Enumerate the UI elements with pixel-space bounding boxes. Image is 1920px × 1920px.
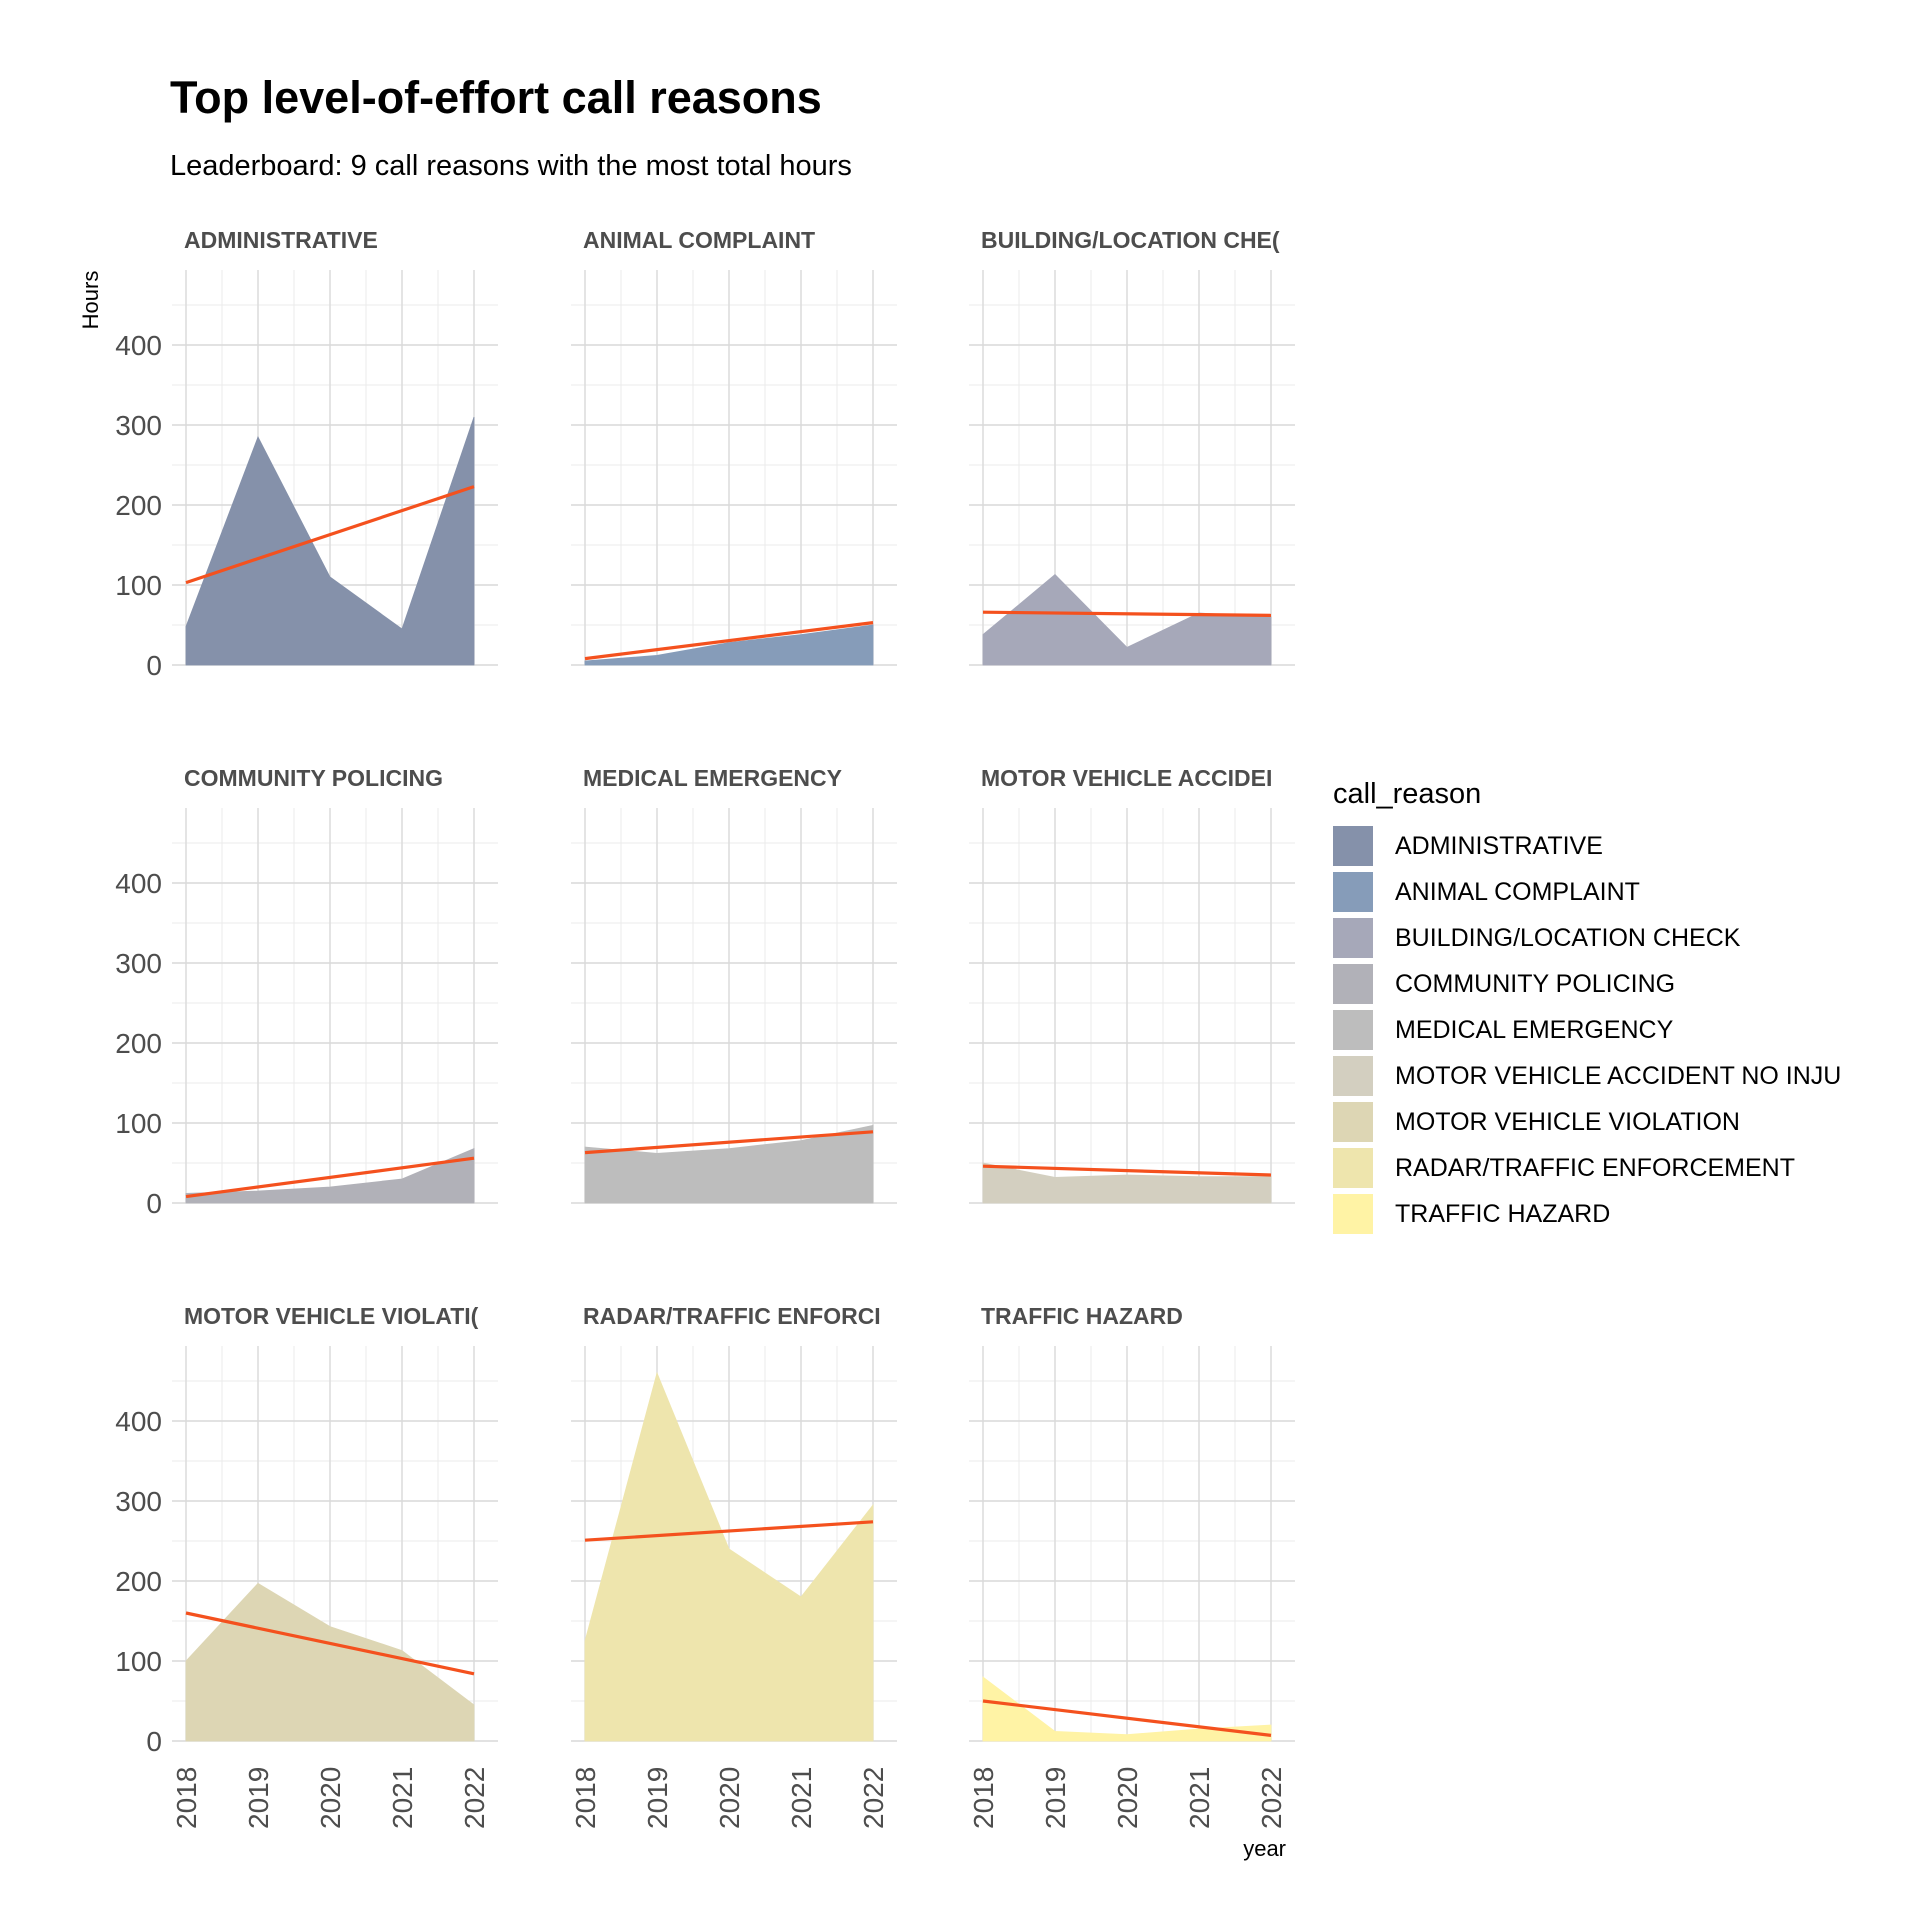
trend-line [584, 1520, 874, 1542]
legend-key-swatch [1333, 1148, 1373, 1188]
facet-strip-label: MEDICAL EMERGENCY [583, 765, 842, 791]
x-tick-label: 2018 [968, 1767, 999, 1829]
area-series [185, 416, 475, 666]
legend-key-swatch [1333, 1102, 1373, 1142]
legend-label: MEDICAL EMERGENCY [1395, 1015, 1674, 1044]
legend-label: MOTOR VEHICLE ACCIDENT NO INJU [1395, 1061, 1842, 1090]
legend-item: ANIMAL COMPLAINT [1333, 869, 1841, 915]
legend-item: TRAFFIC HAZARD [1333, 1191, 1841, 1237]
facet-strip-label: ANIMAL COMPLAINT [583, 227, 815, 253]
y-tick-label: 200 [115, 1028, 162, 1059]
area-series [584, 624, 874, 666]
legend-label: MOTOR VEHICLE VIOLATION [1395, 1107, 1740, 1136]
y-tick-label: 0 [146, 650, 162, 681]
x-tick-label: 2020 [714, 1767, 745, 1829]
trend-line [982, 610, 1272, 617]
legend-item: COMMUNITY POLICING [1333, 961, 1841, 1007]
y-tick-label: 100 [115, 1646, 162, 1677]
faceted-area-chart: ADMINISTRATIVE 0 100 200 300 400 ANIMAL COMPLA… [78, 227, 1295, 1861]
y-tick-label: 300 [115, 410, 162, 441]
facet-strip-label: MOTOR VEHICLE VIOLATI( [184, 1303, 479, 1329]
legend-label: ADMINISTRATIVE [1395, 831, 1603, 860]
area-series [584, 1371, 874, 1742]
trend-line [982, 1699, 1272, 1737]
trend-line [185, 1611, 475, 1676]
x-tick-label: 2021 [1184, 1767, 1215, 1829]
area-series [185, 1147, 475, 1204]
legend-label: TRAFFIC HAZARD [1395, 1199, 1611, 1228]
legend-key-swatch [1333, 918, 1373, 958]
legend-key-swatch [1333, 826, 1373, 866]
x-tick-label: 2020 [1112, 1767, 1143, 1829]
y-tick-label: 100 [115, 570, 162, 601]
facet-strip-label: MOTOR VEHICLE ACCIDEI [981, 765, 1272, 791]
legend-key-swatch [1333, 872, 1373, 912]
legend-items: ADMINISTRATIVE ANIMAL COMPLAINT BUILDING/L… [1333, 823, 1841, 1237]
legend-label: COMMUNITY POLICING [1395, 969, 1676, 998]
x-tick-label: 2019 [642, 1767, 673, 1829]
y-tick-label: 400 [115, 1406, 162, 1437]
x-tick-label: 2022 [858, 1767, 889, 1829]
x-tick-label: 2022 [459, 1767, 490, 1829]
area-series [584, 1124, 874, 1204]
chart-title: Top level-of-effort call reasons [170, 72, 822, 123]
x-tick-label: 2019 [243, 1767, 274, 1829]
facet-strip-label: TRAFFIC HAZARD [981, 1303, 1183, 1329]
y-tick-label: 100 [115, 1108, 162, 1139]
x-axis-title: year [1243, 1836, 1286, 1861]
trend-line [584, 621, 874, 661]
legend-key-swatch [1333, 1194, 1373, 1234]
y-tick-label: 200 [115, 490, 162, 521]
y-tick-label: 300 [115, 1486, 162, 1517]
x-tick-label: 2022 [1256, 1767, 1287, 1829]
x-tick-label: 2021 [786, 1767, 817, 1829]
y-tick-label: 0 [146, 1188, 162, 1219]
trend-line [185, 1156, 475, 1199]
legend-item: MOTOR VEHICLE VIOLATION [1333, 1099, 1841, 1145]
facet-strip-label: ADMINISTRATIVE [184, 227, 378, 253]
legend-item: RADAR/TRAFFIC ENFORCEMENT [1333, 1145, 1841, 1191]
legend-label: ANIMAL COMPLAINT [1395, 877, 1640, 906]
legend-item: BUILDING/LOCATION CHECK [1333, 915, 1841, 961]
facet-strip-label: COMMUNITY POLICING [184, 765, 443, 791]
y-tick-label: 0 [146, 1726, 162, 1757]
y-axis-title: Hours [78, 271, 103, 330]
facet-strip-label: RADAR/TRAFFIC ENFORCI [583, 1303, 881, 1329]
legend-label: BUILDING/LOCATION CHECK [1395, 923, 1741, 952]
legend-item: MOTOR VEHICLE ACCIDENT NO INJU [1333, 1053, 1841, 1099]
x-tick-label: 2020 [315, 1767, 346, 1829]
trend-line [584, 1130, 874, 1155]
legend-label: RADAR/TRAFFIC ENFORCEMENT [1395, 1153, 1795, 1182]
legend-item: ADMINISTRATIVE [1333, 823, 1841, 869]
trend-line [185, 485, 475, 585]
area-series [185, 1582, 475, 1742]
legend-key-swatch [1333, 964, 1373, 1004]
area-series [982, 574, 1272, 666]
y-tick-label: 400 [115, 330, 162, 361]
x-tick-label: 2019 [1040, 1767, 1071, 1829]
y-tick-label: 200 [115, 1566, 162, 1597]
y-tick-label: 400 [115, 868, 162, 899]
legend-key-swatch [1333, 1056, 1373, 1096]
facet-strip-label: BUILDING/LOCATION CHE( [981, 227, 1280, 253]
legend-title: call_reason [1333, 778, 1482, 810]
x-tick-label: 2021 [387, 1767, 418, 1829]
area-series [982, 1676, 1272, 1742]
legend: call_reason ADMINISTRATIVE ANIMAL COMPLAI… [1333, 778, 1841, 1237]
x-tick-label: 2018 [171, 1767, 202, 1829]
y-tick-label: 300 [115, 948, 162, 979]
x-tick-label: 2018 [570, 1767, 601, 1829]
trend-line [982, 1164, 1272, 1177]
chart-subtitle: Leaderboard: 9 call reasons with the mos… [170, 150, 852, 182]
legend-item: MEDICAL EMERGENCY [1333, 1007, 1841, 1053]
legend-key-swatch [1333, 1010, 1373, 1050]
